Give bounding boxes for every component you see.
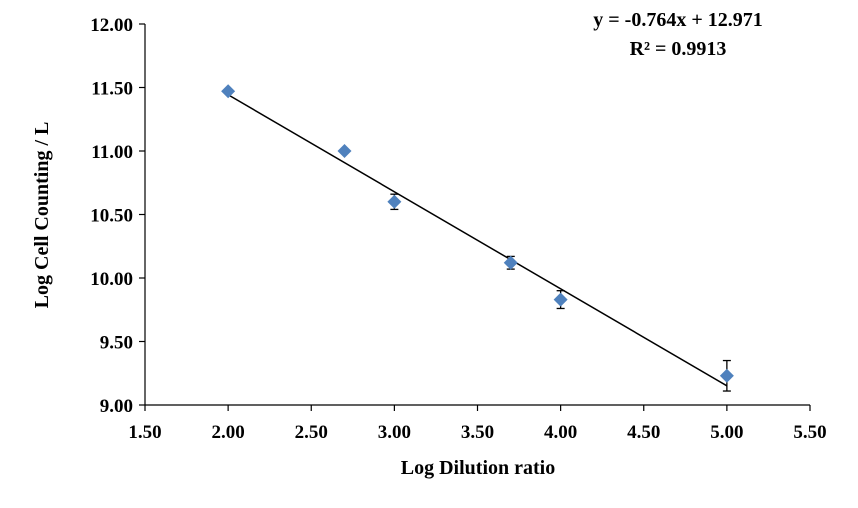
x-tick-label: 2.50 <box>295 422 328 443</box>
x-tick-label: 4.50 <box>627 422 660 443</box>
axes <box>144 24 810 406</box>
trendline-equation: y = -0.764x + 12.971 <box>593 9 762 31</box>
data-point <box>221 84 236 99</box>
y-tick-label: 10.50 <box>90 206 133 227</box>
x-tick-label: 1.50 <box>128 422 161 443</box>
data-point <box>553 292 568 307</box>
data-point <box>503 255 518 270</box>
y-tick-label: 9.00 <box>100 396 133 417</box>
x-tick-label: 5.50 <box>793 422 826 443</box>
data-points <box>221 84 734 383</box>
y-tick-label: 10.00 <box>90 269 133 290</box>
trendline <box>227 94 728 387</box>
data-point <box>719 368 734 383</box>
x-tick-label: 4.00 <box>544 422 577 443</box>
ticks: 1.50 2.00 2.50 3.00 3.50 4.00 4.50 5.00 5.50 9.00… <box>90 15 826 443</box>
y-tick-label: 11.00 <box>91 142 133 163</box>
x-tick-label: 5.00 <box>710 422 743 443</box>
data-point <box>387 194 402 209</box>
x-tick-label: 3.50 <box>461 422 494 443</box>
x-axis-title: Log Dilution ratio <box>401 457 555 479</box>
y-tick-label: 11.50 <box>91 79 133 100</box>
y-axis-title: Log Cell Counting / L <box>31 122 53 309</box>
r-squared-label: R² = 0.9913 <box>630 38 727 60</box>
data-point <box>337 144 352 158</box>
y-tick-label: 9.50 <box>100 333 133 354</box>
y-tick-label: 12.00 <box>90 15 133 36</box>
x-tick-label: 2.00 <box>212 422 245 443</box>
x-tick-label: 3.00 <box>378 422 411 443</box>
